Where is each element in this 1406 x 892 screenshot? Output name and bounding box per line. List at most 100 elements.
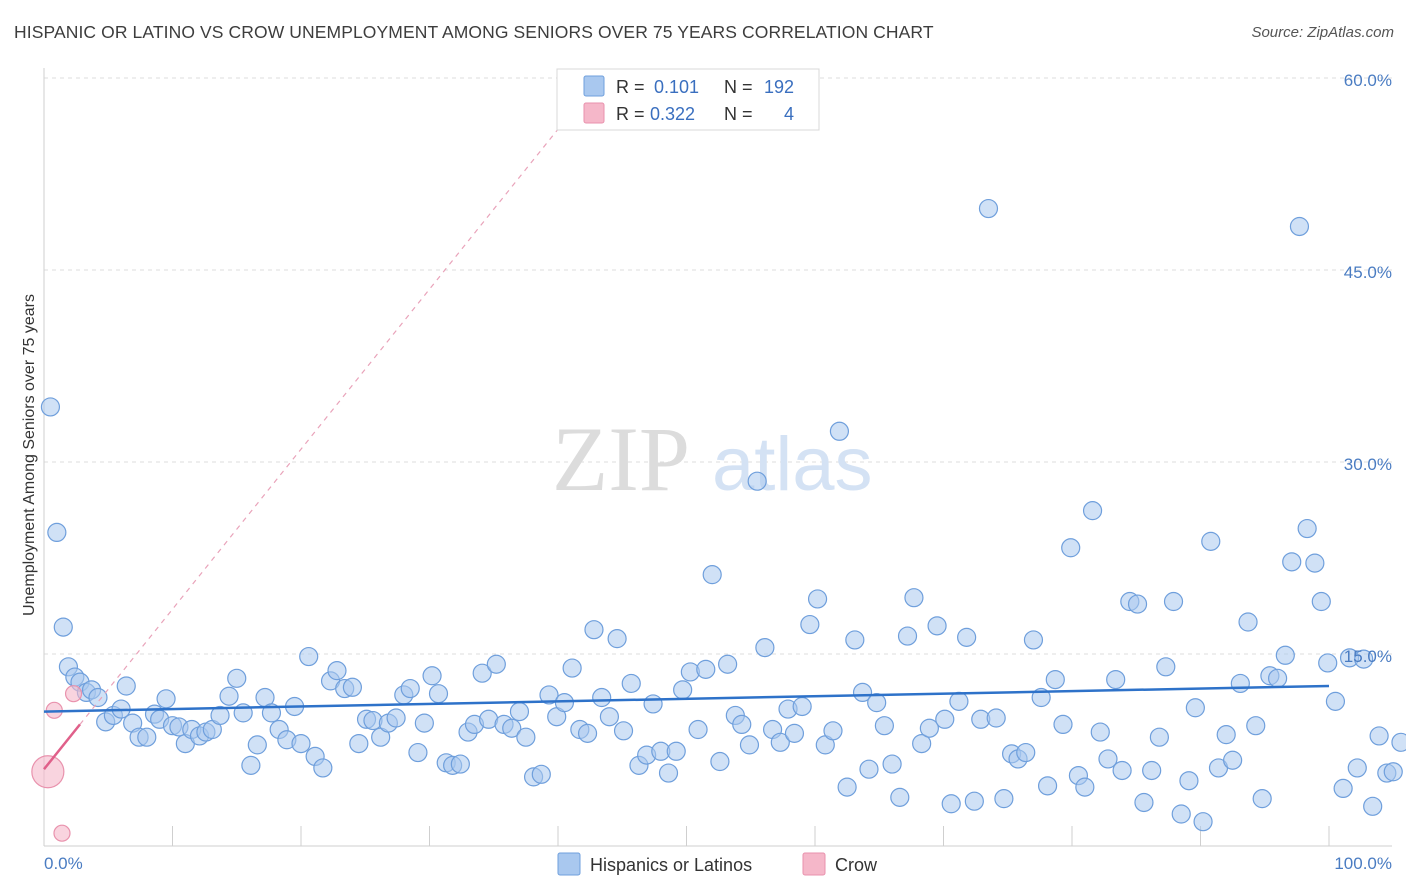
point-hispanic-42: [327, 661, 347, 681]
point-hispanic-122: [919, 718, 939, 738]
legend-n-value-crow: 4: [784, 104, 794, 124]
point-hispanic-45: [349, 733, 369, 754]
point-hispanic-114: [859, 759, 879, 779]
point-hispanic-117: [882, 754, 902, 774]
trend-line-hispanic: [43, 684, 1330, 713]
point-hispanic-104: [784, 723, 805, 743]
point-hispanic-112: [845, 630, 865, 650]
point-hispanic-97: [732, 714, 752, 735]
point-hispanic-141: [1061, 538, 1081, 558]
point-hispanic-110: [829, 421, 850, 441]
point-hispanic-182: [1363, 796, 1383, 816]
series-legend: Hispanics or Latinos Crow: [557, 852, 878, 876]
point-hispanic-55: [422, 666, 442, 686]
point-hispanic-164: [1230, 673, 1250, 694]
data-points: [31, 198, 1406, 842]
point-hispanic-152: [1142, 760, 1162, 781]
point-hispanic-64: [486, 654, 506, 674]
point-hispanic-116: [874, 716, 894, 736]
point-hispanic-111: [837, 777, 857, 797]
point-hispanic-159: [1193, 812, 1213, 832]
point-hispanic-157: [1179, 771, 1199, 791]
trend-line-crow: [43, 723, 81, 770]
point-hispanic-105: [792, 696, 812, 717]
trend-extension-crow: [79, 77, 600, 725]
point-hispanic-160: [1201, 531, 1221, 551]
point-hispanic-8: [88, 687, 108, 708]
point-hispanic-165: [1238, 612, 1258, 632]
legend-n-label-crow: N =: [724, 104, 753, 124]
point-hispanic-37: [291, 733, 311, 754]
point-hispanic-135: [1016, 742, 1036, 763]
point-hispanic-99: [747, 471, 767, 491]
point-hispanic-132: [994, 789, 1014, 809]
point-hispanic-171: [1282, 552, 1302, 572]
point-hispanic-153: [1149, 727, 1169, 747]
point-hispanic-88: [666, 741, 686, 761]
grid-lines: [44, 77, 1392, 655]
point-hispanic-127: [957, 627, 977, 647]
point-hispanic-76: [577, 723, 598, 743]
point-hispanic-52: [400, 678, 420, 699]
point-hispanic-28: [227, 668, 247, 688]
point-hispanic-18: [156, 689, 176, 709]
point-hispanic-156: [1171, 804, 1191, 824]
point-hispanic-79: [599, 707, 620, 727]
watermark: ZIP atlas: [552, 408, 873, 510]
point-hispanic-124: [935, 709, 955, 729]
point-hispanic-67: [509, 701, 530, 722]
point-hispanic-119: [897, 626, 918, 646]
point-hispanic-163: [1223, 750, 1243, 770]
point-hispanic-118: [890, 787, 910, 807]
point-hispanic-146: [1098, 749, 1118, 769]
x-tick-label-1: 100.0%: [1334, 854, 1392, 873]
point-hispanic-143: [1075, 777, 1095, 797]
point-hispanic-170: [1275, 645, 1295, 665]
point-hispanic-147: [1106, 669, 1126, 690]
series-legend-label-crow: Crow: [835, 855, 878, 875]
legend-n-value-hispanic: 192: [764, 77, 794, 97]
point-hispanic-140: [1053, 714, 1073, 735]
point-hispanic-102: [770, 732, 790, 752]
point-hispanic-106: [800, 614, 820, 635]
watermark-zip: ZIP: [552, 408, 690, 510]
point-hispanic-0: [40, 397, 61, 417]
series-legend-label-hispanic: Hispanics or Latinos: [590, 855, 752, 875]
point-hispanic-91: [688, 719, 708, 740]
point-hispanic-53: [408, 742, 428, 763]
point-hispanic-172: [1289, 216, 1310, 237]
point-hispanic-183: [1369, 726, 1389, 746]
y-tick-label-1: 30.0%: [1344, 455, 1392, 474]
point-hispanic-38: [299, 646, 319, 667]
point-hispanic-154: [1156, 657, 1176, 677]
point-hispanic-85: [643, 694, 663, 714]
point-hispanic-138: [1037, 776, 1058, 796]
chart-title: HISPANIC OR LATINO VS CROW UNEMPLOYMENT …: [14, 22, 934, 42]
point-hispanic-15: [137, 727, 157, 747]
point-hispanic-109: [823, 721, 843, 741]
point-hispanic-123: [927, 616, 947, 636]
y-axis-title: Unemployment Among Seniors over 75 years: [21, 294, 38, 616]
point-hispanic-12: [116, 676, 136, 696]
point-hispanic-128: [964, 791, 984, 811]
point-hispanic-74: [562, 658, 582, 678]
point-hispanic-167: [1252, 789, 1272, 809]
point-hispanic-78: [592, 687, 612, 708]
point-hispanic-30: [241, 755, 261, 775]
tick-labels: 15.0% 30.0% 45.0% 60.0% 0.0% 100.0%: [44, 71, 1392, 873]
point-hispanic-175: [1311, 591, 1331, 612]
point-hispanic-107: [807, 589, 828, 609]
point-hispanic-121: [912, 733, 932, 754]
point-hispanic-180: [1347, 758, 1367, 778]
legend-r-value-hispanic: 0.101: [654, 77, 699, 97]
point-hispanic-177: [1325, 691, 1346, 711]
point-crow-3: [64, 685, 83, 703]
legend-r-label-crow: R =: [616, 104, 645, 124]
point-hispanic-56: [428, 684, 449, 704]
point-hispanic-131: [986, 708, 1006, 728]
point-hispanic-139: [1045, 669, 1065, 690]
point-hispanic-2: [53, 617, 73, 637]
point-hispanic-71: [539, 685, 559, 705]
point-hispanic-178: [1333, 778, 1353, 799]
